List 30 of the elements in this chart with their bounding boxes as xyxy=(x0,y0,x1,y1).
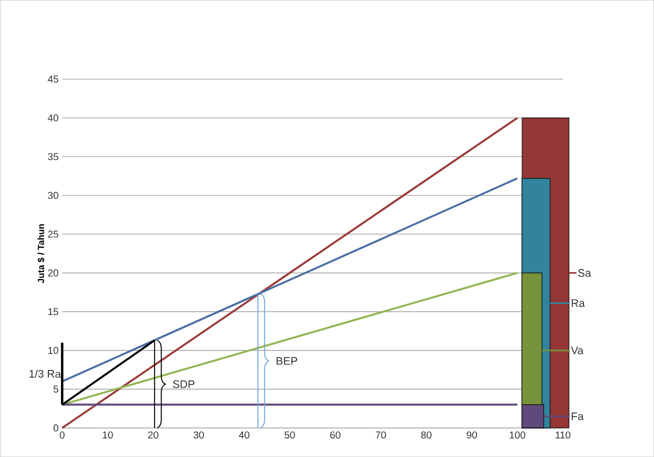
y-tick-label: 15 xyxy=(48,308,58,316)
x-tick-label: 70 xyxy=(376,431,386,438)
y-tick-label: 30 xyxy=(48,192,58,199)
x-tick-label: 50 xyxy=(284,431,295,438)
x-tick-label: 40 xyxy=(238,431,250,438)
legend-label: Va xyxy=(570,346,584,354)
x-tick-label: 30 xyxy=(194,431,204,438)
series-label: 1/3 Ra xyxy=(30,370,61,378)
y-tick-label: 35 xyxy=(48,153,58,160)
series-label: SDP xyxy=(172,380,194,388)
x-tick-label: 10 xyxy=(102,431,113,438)
y-axis-title: Juta $ / Tahun xyxy=(37,224,45,284)
y-tick-label: 5 xyxy=(54,386,58,393)
y-tick-label: 40 xyxy=(48,114,58,122)
x-tick-label: 90 xyxy=(466,431,477,438)
series-label: BEP xyxy=(276,357,298,365)
legend-label: Sa xyxy=(578,269,592,277)
legend-label: Ra xyxy=(572,299,585,307)
y-tick-label: 25 xyxy=(48,230,58,238)
x-tick-label: 110 xyxy=(556,431,570,438)
y-tick-label: 10 xyxy=(48,346,58,354)
x-tick-label: 60 xyxy=(330,431,340,438)
legend-label: Fa xyxy=(572,412,584,420)
y-tick-label: 0 xyxy=(54,424,58,432)
y-tick-label: 20 xyxy=(48,269,58,276)
x-tick-label: 0 xyxy=(60,431,65,438)
x-tick-label: 100 xyxy=(510,431,526,438)
x-tick-label: 80 xyxy=(421,431,432,438)
y-tick-label: 45 xyxy=(48,76,58,83)
x-tick-label: 20 xyxy=(148,431,158,438)
